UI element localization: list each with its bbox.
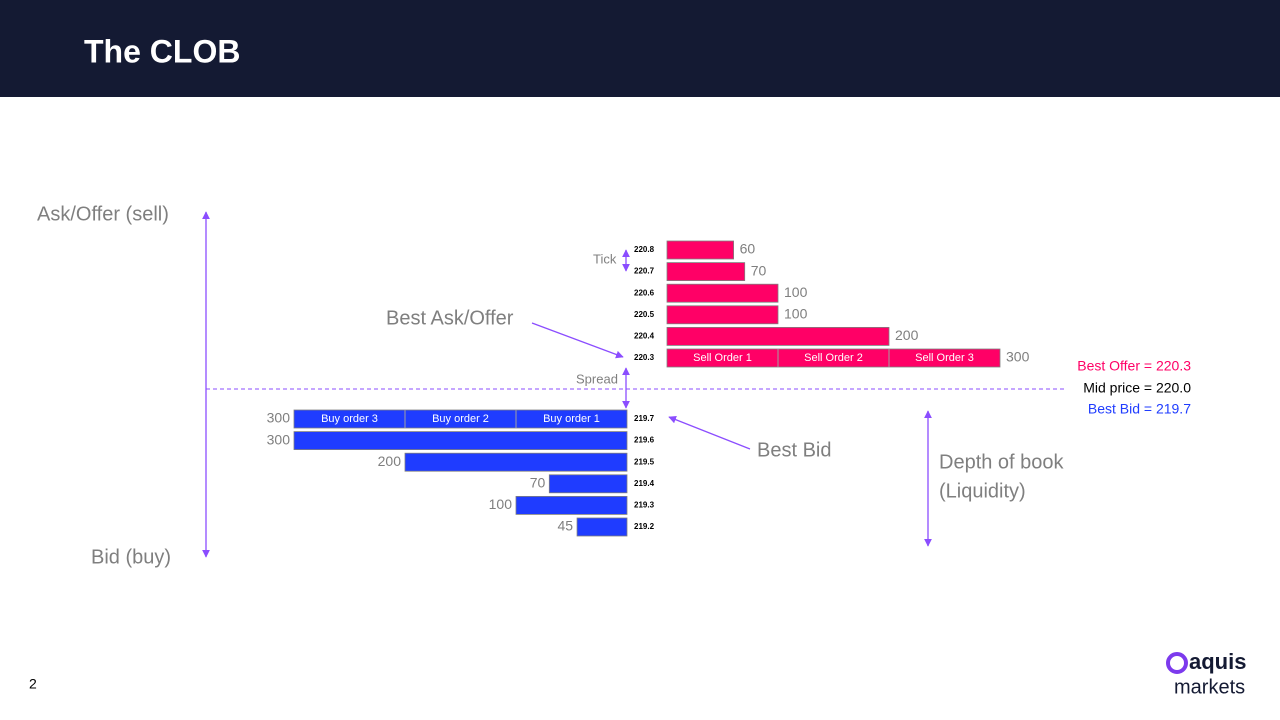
quantity-bar [293, 431, 628, 451]
spread-label: Spread [576, 371, 618, 386]
price-label: 220.3 [634, 353, 655, 362]
price-label: 220.7 [634, 267, 655, 276]
quantity-bar [576, 517, 628, 537]
price-label: 219.2 [634, 522, 655, 531]
legend-best-bid: Best Bid = 219.7 [1088, 401, 1191, 417]
quantity-bar [548, 474, 628, 494]
order-label: Sell Order 3 [915, 352, 974, 364]
axis-label-top: Ask/Offer (sell) [37, 203, 169, 225]
quantity-label: 70 [751, 262, 767, 278]
order-label: Sell Order 1 [693, 352, 752, 364]
best-ask-label: Best Ask/Offer [386, 307, 514, 329]
price-label: 220.8 [634, 245, 655, 254]
quantity-bar [666, 262, 746, 282]
quantity-label: 200 [378, 453, 402, 469]
axis-label-bottom: Bid (buy) [91, 546, 171, 568]
quantity-label: 300 [1006, 349, 1030, 365]
quantity-bar [666, 240, 734, 260]
quantity-label: 200 [895, 327, 919, 343]
best-ask-arrow [531, 322, 624, 359]
order-label: Buy order 3 [321, 413, 378, 425]
legend-best-offer: Best Offer = 220.3 [1077, 358, 1191, 374]
quantity-label: 60 [740, 241, 756, 257]
quantity-bar [515, 495, 628, 515]
price-label: 219.4 [634, 479, 655, 488]
tick-label: Tick [593, 251, 617, 266]
quantity-label: 300 [267, 431, 291, 447]
slide-title: The CLOB [84, 33, 240, 69]
price-label: 219.5 [634, 457, 655, 466]
logo-text: aquis [1189, 649, 1246, 674]
quantity-label: 100 [489, 496, 513, 512]
logo-mark [1166, 652, 1188, 674]
page-number: 2 [29, 676, 37, 692]
depth-label: Depth of book [939, 451, 1065, 473]
legend-mid: Mid price = 220.0 [1083, 380, 1191, 396]
logo-text: markets [1174, 676, 1245, 698]
quantity-label: 100 [784, 284, 808, 300]
price-label: 220.5 [634, 310, 655, 319]
quantity-label: 45 [557, 518, 573, 534]
quantity-label: 300 [267, 410, 291, 426]
quantity-label: 100 [784, 306, 808, 322]
order-label: Buy order 2 [432, 413, 489, 425]
price-label: 220.6 [634, 288, 655, 297]
quantity-bar [404, 452, 628, 472]
best-bid-label: Best Bid [757, 439, 831, 461]
quantity-bar [666, 305, 779, 325]
order-label: Sell Order 2 [804, 352, 863, 364]
price-label: 219.6 [634, 436, 655, 445]
best-bid-arrow [668, 415, 751, 450]
quantity-bar [666, 348, 1001, 368]
quantity-label: 70 [530, 475, 546, 491]
depth-label: (Liquidity) [939, 480, 1026, 502]
price-label: 220.4 [634, 332, 655, 341]
quantity-bar [666, 326, 890, 346]
quantity-bar [666, 283, 779, 303]
price-label: 219.7 [634, 414, 655, 423]
quantity-bar [293, 409, 628, 429]
order-label: Buy order 1 [543, 413, 600, 425]
header-bar [0, 0, 1280, 97]
price-label: 219.3 [634, 501, 655, 510]
